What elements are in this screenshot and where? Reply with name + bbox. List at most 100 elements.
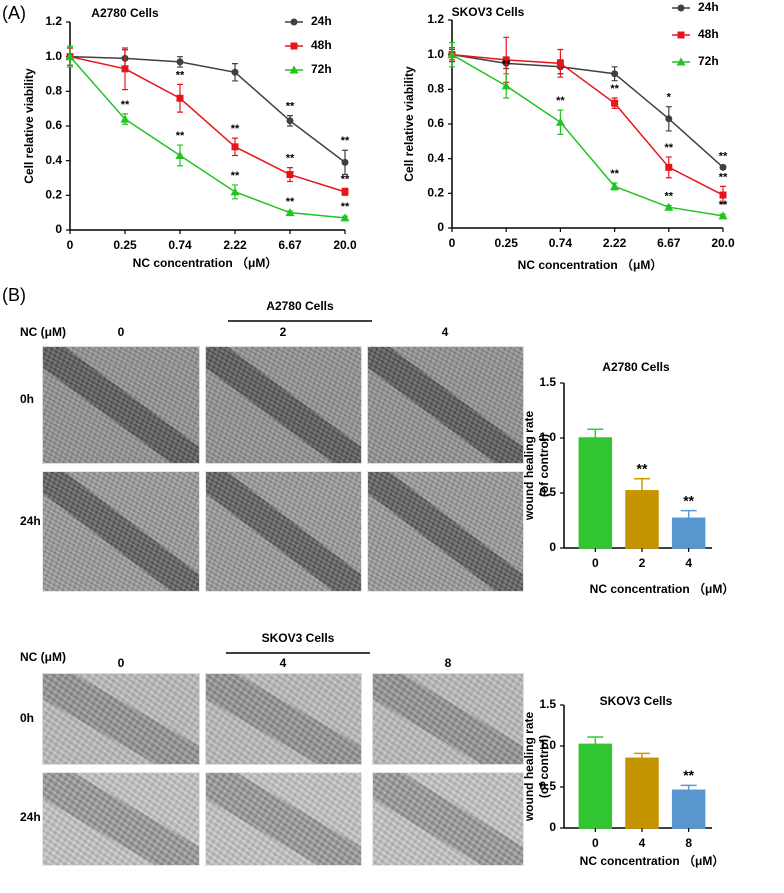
y-tick-label: 1.2 <box>427 12 444 26</box>
nc-label: NC (μM) <box>20 325 66 339</box>
series-line <box>451 54 724 217</box>
y-tick-label: 1.5 <box>539 697 556 711</box>
time-label: 24h <box>20 810 41 824</box>
significance: * <box>667 92 672 104</box>
marker <box>65 52 75 61</box>
x-tick-label: 4 <box>639 836 646 850</box>
series-line <box>69 56 346 219</box>
marker <box>120 114 130 123</box>
section-title: SKOV3 Cells <box>262 631 335 645</box>
significance: ** <box>286 101 295 113</box>
x-tick-label: 0.25 <box>495 236 519 250</box>
significance: ** <box>610 168 619 180</box>
y-tick-label: 0.8 <box>45 84 62 98</box>
y-tick-label: 1.0 <box>539 430 556 444</box>
chart-title: A2780 Cells <box>602 360 670 374</box>
chart-title: SKOV3 Cells <box>452 5 525 19</box>
chart-title: SKOV3 Cells <box>600 694 673 708</box>
panel-label: (B) <box>2 285 26 305</box>
marker <box>447 50 457 59</box>
marker <box>290 18 298 26</box>
y-tick-label: 1.0 <box>427 47 444 61</box>
y-axis-label: Cell relative viability <box>22 68 36 184</box>
legend-label: 72h <box>698 54 719 68</box>
marker <box>719 191 727 199</box>
micrograph <box>42 673 200 765</box>
x-axis-label: NC concentration （μM） <box>590 581 735 596</box>
marker <box>176 94 184 102</box>
bar <box>625 757 659 829</box>
marker <box>718 211 728 220</box>
micrograph <box>42 346 200 464</box>
bar <box>578 437 613 549</box>
significance: ** <box>719 171 728 183</box>
significance: ** <box>176 69 185 81</box>
micrograph <box>367 471 524 592</box>
x-tick-label: 8 <box>685 836 692 850</box>
y-tick-label: 0.6 <box>45 118 62 132</box>
nc-label: NC (μM) <box>20 650 66 664</box>
micrograph <box>205 471 362 592</box>
marker <box>502 56 510 64</box>
significance: ** <box>341 173 350 185</box>
time-label: 0h <box>20 711 34 725</box>
marker <box>286 117 294 125</box>
legend-label: 48h <box>311 38 332 52</box>
marker <box>676 57 686 66</box>
dose-label: 8 <box>445 656 452 670</box>
legend-label: 24h <box>311 14 332 28</box>
marker <box>290 42 298 50</box>
marker <box>665 115 673 123</box>
marker <box>664 202 674 211</box>
marker <box>341 188 349 196</box>
micrograph <box>372 673 524 765</box>
time-label: 0h <box>20 392 34 406</box>
x-tick-label: 0.74 <box>549 236 573 250</box>
legend-label: 48h <box>698 27 719 41</box>
y-axis-label: (of control) <box>537 735 551 798</box>
significance: ** <box>341 201 350 213</box>
marker <box>340 213 350 222</box>
marker <box>556 59 564 67</box>
marker <box>665 163 673 171</box>
significance: ** <box>341 135 350 147</box>
dose-label: 0 <box>118 325 125 339</box>
significance: ** <box>556 95 565 107</box>
y-tick-label: 0 <box>549 540 556 554</box>
marker <box>230 187 240 196</box>
x-tick-label: 0.74 <box>168 238 192 252</box>
y-axis-label: Cell relative viability <box>402 66 416 182</box>
x-tick-label: 0 <box>592 556 599 570</box>
significance: ** <box>719 151 728 163</box>
y-axis-label: wound healing rate <box>522 411 536 522</box>
dose-label: 4 <box>442 325 449 339</box>
marker <box>611 99 619 107</box>
significance: ** <box>665 190 674 202</box>
micrograph <box>205 346 362 464</box>
y-axis-label: wound healing rate <box>522 712 536 823</box>
section-title: A2780 Cells <box>266 299 334 313</box>
x-tick-label: 2.22 <box>223 238 247 252</box>
series-line <box>451 53 724 196</box>
series-line <box>69 55 346 163</box>
marker <box>286 171 294 179</box>
significance: ** <box>231 170 240 182</box>
x-tick-label: 6.67 <box>657 236 681 250</box>
y-tick-label: 1.2 <box>45 14 62 28</box>
significance: ** <box>231 123 240 135</box>
y-tick-label: 0 <box>55 222 62 236</box>
marker <box>719 163 727 171</box>
bar <box>578 743 613 829</box>
legend-label: 24h <box>698 0 719 14</box>
micrograph <box>205 772 362 866</box>
marker <box>677 4 685 12</box>
significance: ** <box>502 59 511 71</box>
x-tick-label: 0 <box>67 238 74 252</box>
micrograph <box>367 346 524 464</box>
marker <box>555 117 565 126</box>
x-tick-label: 2.22 <box>603 236 627 250</box>
marker <box>501 81 511 90</box>
panel-label: (A) <box>2 3 26 23</box>
